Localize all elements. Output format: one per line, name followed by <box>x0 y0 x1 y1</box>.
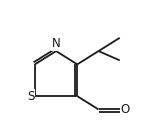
Text: N: N <box>52 37 60 50</box>
Text: S: S <box>27 90 34 103</box>
Text: O: O <box>120 103 130 116</box>
